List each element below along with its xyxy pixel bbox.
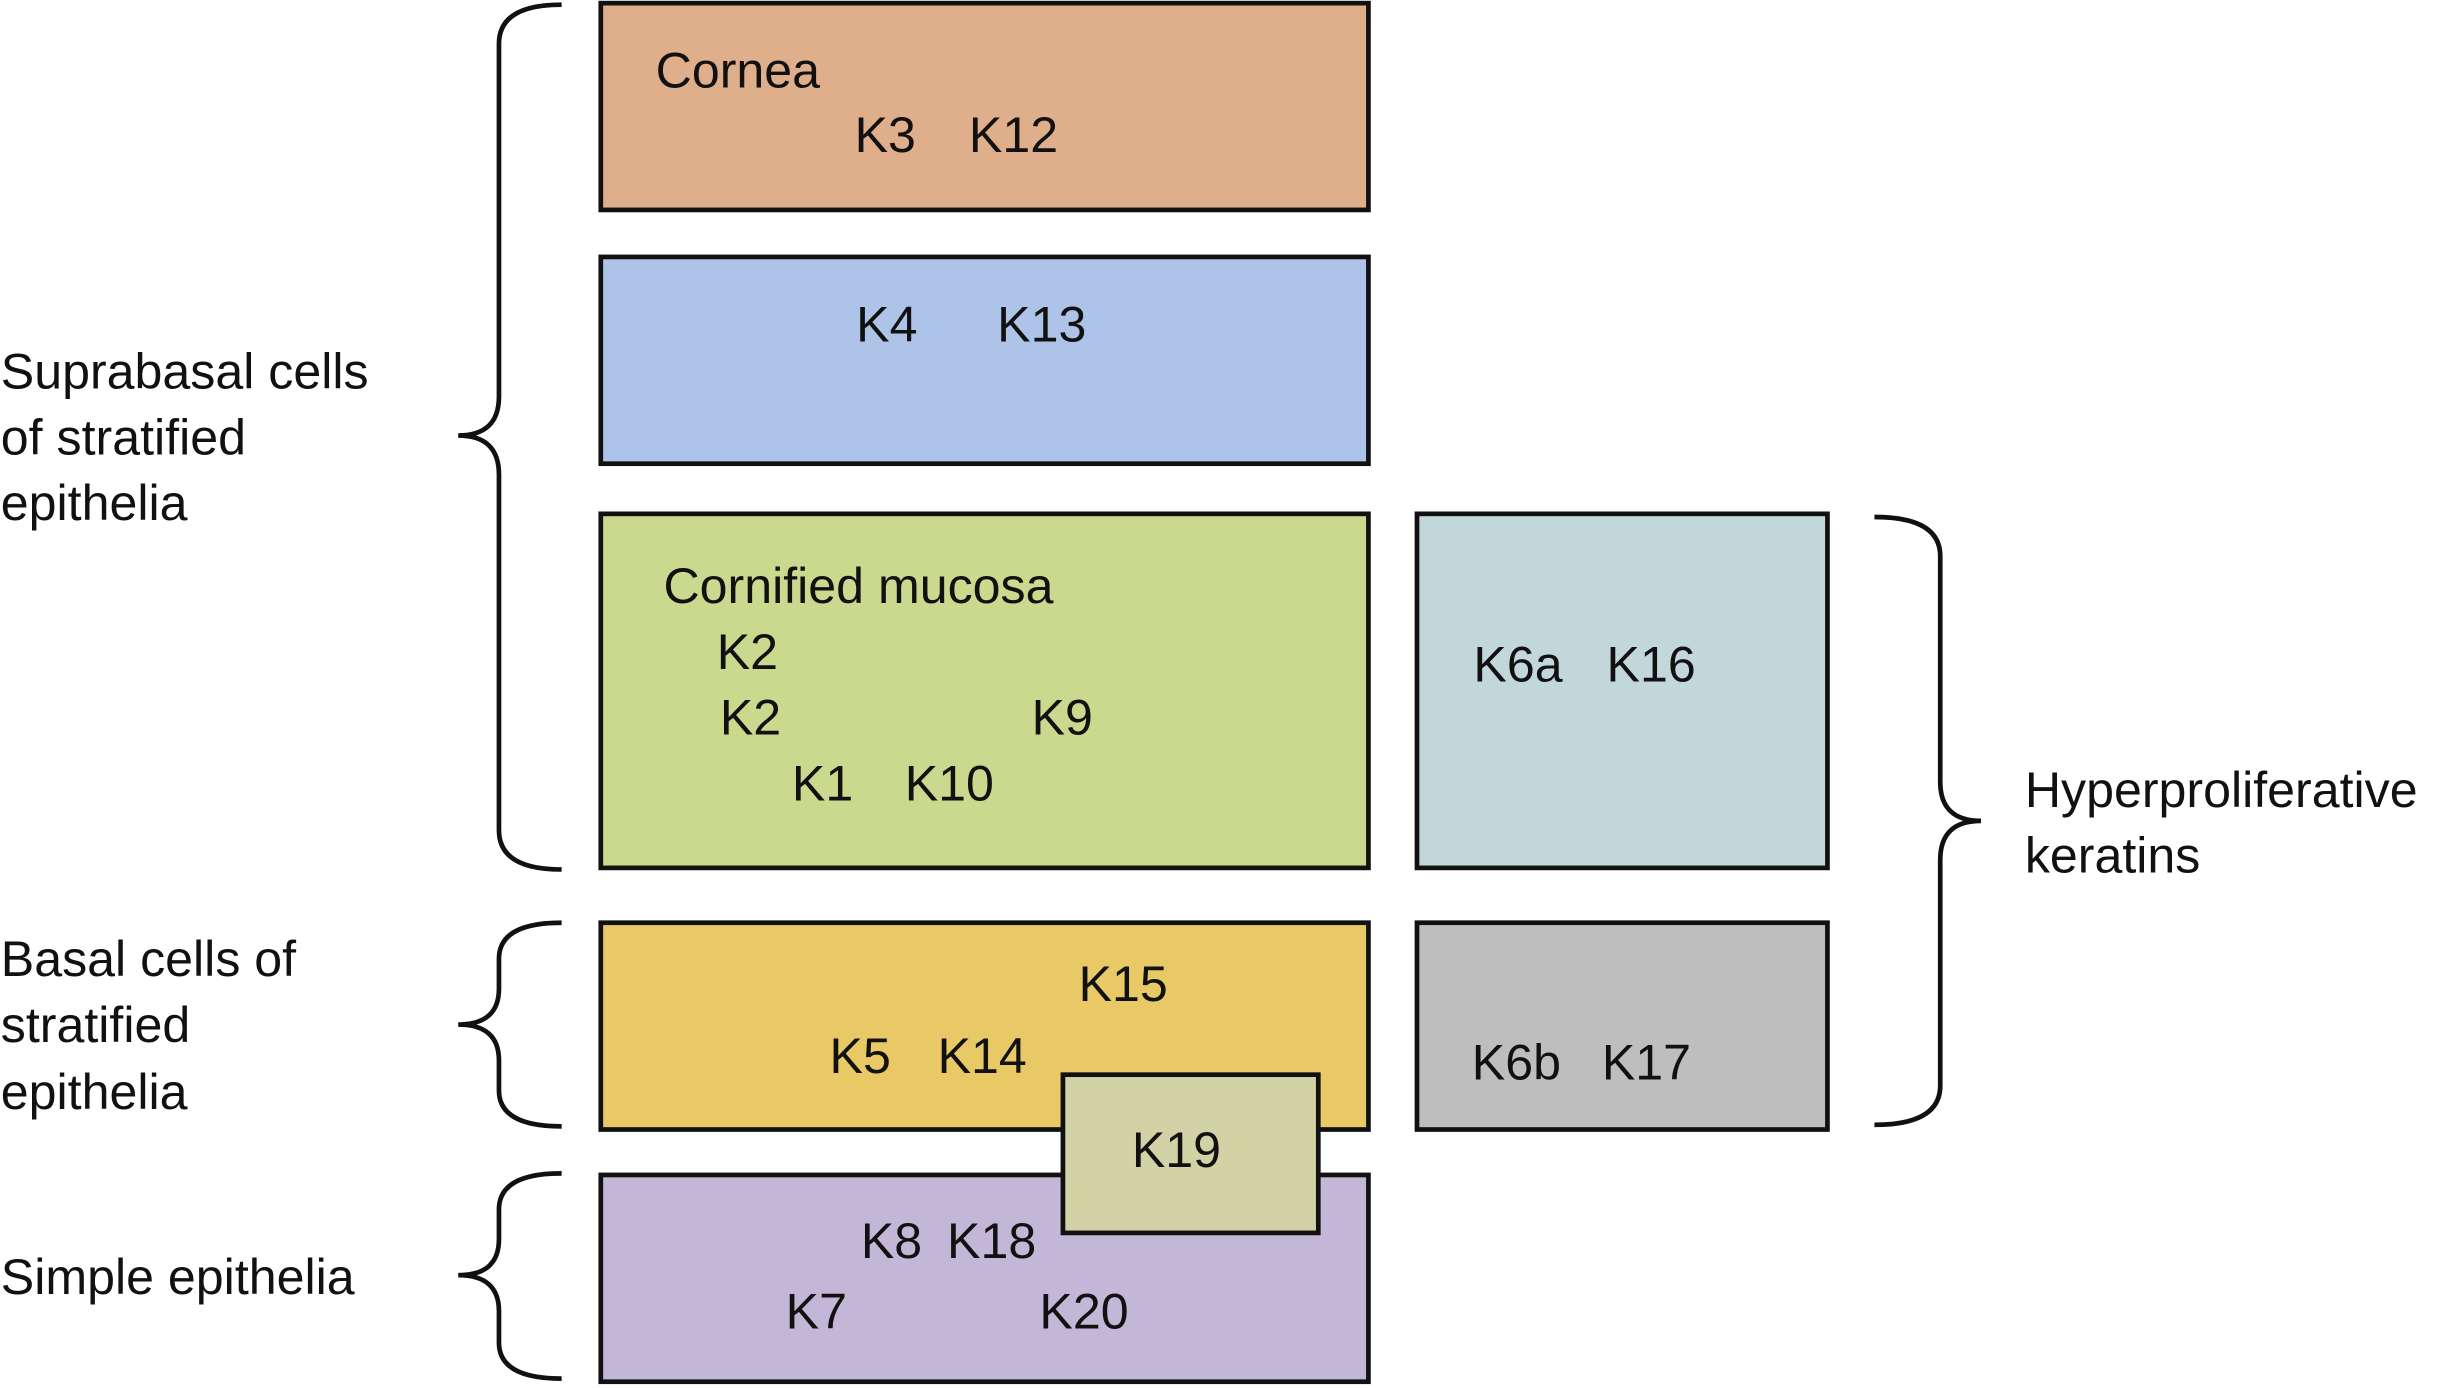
- keratin-label: K10: [905, 756, 994, 812]
- hyperproliferative-label: Hyperproliferative: [2025, 762, 2418, 818]
- k19-box: [1060, 1072, 1321, 1236]
- keratin-label: K3: [855, 107, 916, 163]
- keratin-label: K17: [1602, 1034, 1691, 1090]
- hyperproliferative-k6b-box: [1414, 920, 1830, 1132]
- suprabasal-label: epithelia: [1, 475, 188, 531]
- hyperproliferative-k6a-box: [1414, 511, 1830, 871]
- suprabasal-label: of stratified: [1, 409, 246, 465]
- basal-label: stratified: [1, 997, 190, 1053]
- keratin-label: K20: [1039, 1283, 1128, 1339]
- keratin-label: K1: [792, 756, 853, 812]
- suprabasal-brace: [458, 2, 562, 872]
- basal-label: epithelia: [1, 1064, 188, 1120]
- basal-label: Basal cells of: [1, 931, 296, 987]
- keratin-label: K2: [720, 690, 781, 746]
- basal-brace: [458, 920, 562, 1129]
- simple-epithelia-label: Simple epithelia: [1, 1249, 355, 1305]
- cornea-box: [598, 0, 1371, 213]
- keratin-label: K4: [856, 297, 917, 353]
- keratin-label: K6a: [1473, 636, 1562, 692]
- mucosa-box: [598, 254, 1371, 467]
- keratin-label: K14: [938, 1028, 1027, 1084]
- keratin-label: K9: [1032, 690, 1093, 746]
- hyperproliferative-label: keratins: [2025, 828, 2201, 884]
- keratin-label: K16: [1607, 636, 1696, 692]
- keratin-label: K5: [830, 1028, 891, 1084]
- suprabasal-label: Suprabasal cells: [1, 344, 369, 400]
- simple-brace: [458, 1171, 562, 1381]
- keratin-label: K18: [947, 1213, 1036, 1269]
- keratin-label: K6b: [1472, 1034, 1561, 1090]
- cornea-title: Cornea: [656, 43, 821, 99]
- keratin-label: K15: [1079, 956, 1168, 1012]
- keratin-label: K13: [997, 297, 1086, 353]
- keratin-label: K8: [861, 1213, 922, 1269]
- cornified-mucosa-box: [598, 511, 1371, 871]
- keratin-label: K12: [969, 107, 1058, 163]
- hyperproliferative-brace: [1874, 514, 1982, 1128]
- keratin-label: K2: [717, 624, 778, 680]
- keratin-label: K7: [786, 1283, 847, 1339]
- cornified-mucosa-title: Cornified mucosa: [663, 558, 1053, 614]
- keratin-label: K19: [1132, 1122, 1221, 1178]
